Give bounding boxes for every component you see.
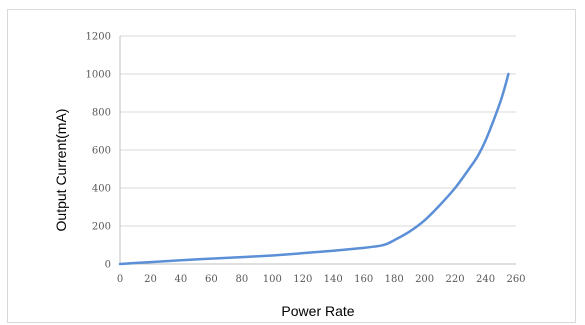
data-point (180, 259, 182, 262)
data-point (454, 187, 456, 189)
data-point (492, 120, 494, 123)
y-axis-title: Output Current(mA) (53, 109, 69, 232)
x-tick-label: 0 (117, 274, 123, 285)
data-point (499, 99, 502, 102)
x-tick-label: 80 (235, 274, 248, 285)
x-tick-label: 220 (446, 274, 465, 285)
x-tick-label: 20 (144, 274, 157, 285)
data-point (119, 263, 121, 265)
axes (119, 36, 516, 265)
data-point (332, 249, 335, 252)
data-point (504, 84, 507, 87)
x-tick-label: 160 (354, 274, 373, 285)
y-tick-label: 200 (92, 222, 111, 233)
chart-frame (7, 9, 576, 323)
y-tick-label: 600 (92, 146, 111, 157)
y-tick-label: 800 (92, 108, 111, 119)
gridlines (120, 35, 516, 227)
data-point (385, 243, 388, 245)
x-tick-label: 260 (506, 274, 525, 285)
x-tick-labels: 0 20 40 60 80 100 120 140 160 180 200 220 240 260 (117, 274, 526, 285)
data-point (439, 204, 441, 206)
x-tick-label: 40 (175, 274, 188, 285)
x-tick-label: 100 (263, 274, 282, 285)
y-tick-label: 0 (105, 260, 111, 271)
y-tick-labels: 0 200 400 600 800 1000 1200 (86, 32, 111, 271)
data-point (393, 239, 395, 242)
x-axis-title: Power Rate (281, 303, 354, 319)
x-tick-label: 140 (324, 274, 343, 285)
x-tick-label: 180 (385, 274, 404, 285)
y-tick-label: 1200 (86, 32, 111, 43)
x-tick-label: 120 (293, 274, 312, 285)
data-point (484, 139, 487, 142)
data-point (423, 219, 426, 222)
data-point (408, 230, 411, 233)
data-point (469, 166, 472, 168)
data-point (507, 73, 510, 75)
data-point (149, 261, 152, 263)
x-tick-label: 240 (476, 274, 495, 285)
x-tick-label: 60 (205, 274, 218, 285)
data-point (477, 154, 479, 157)
data-point (271, 254, 274, 257)
y-tick-label: 1000 (86, 70, 111, 81)
data-point (241, 256, 243, 258)
series-line-0 (118, 72, 510, 266)
data-point (301, 252, 304, 254)
series-group (118, 72, 510, 266)
x-tick-label: 200 (415, 274, 434, 285)
y-tick-label: 400 (92, 184, 111, 195)
data-point (362, 247, 365, 249)
data-point (210, 257, 213, 260)
data-point (378, 245, 380, 247)
